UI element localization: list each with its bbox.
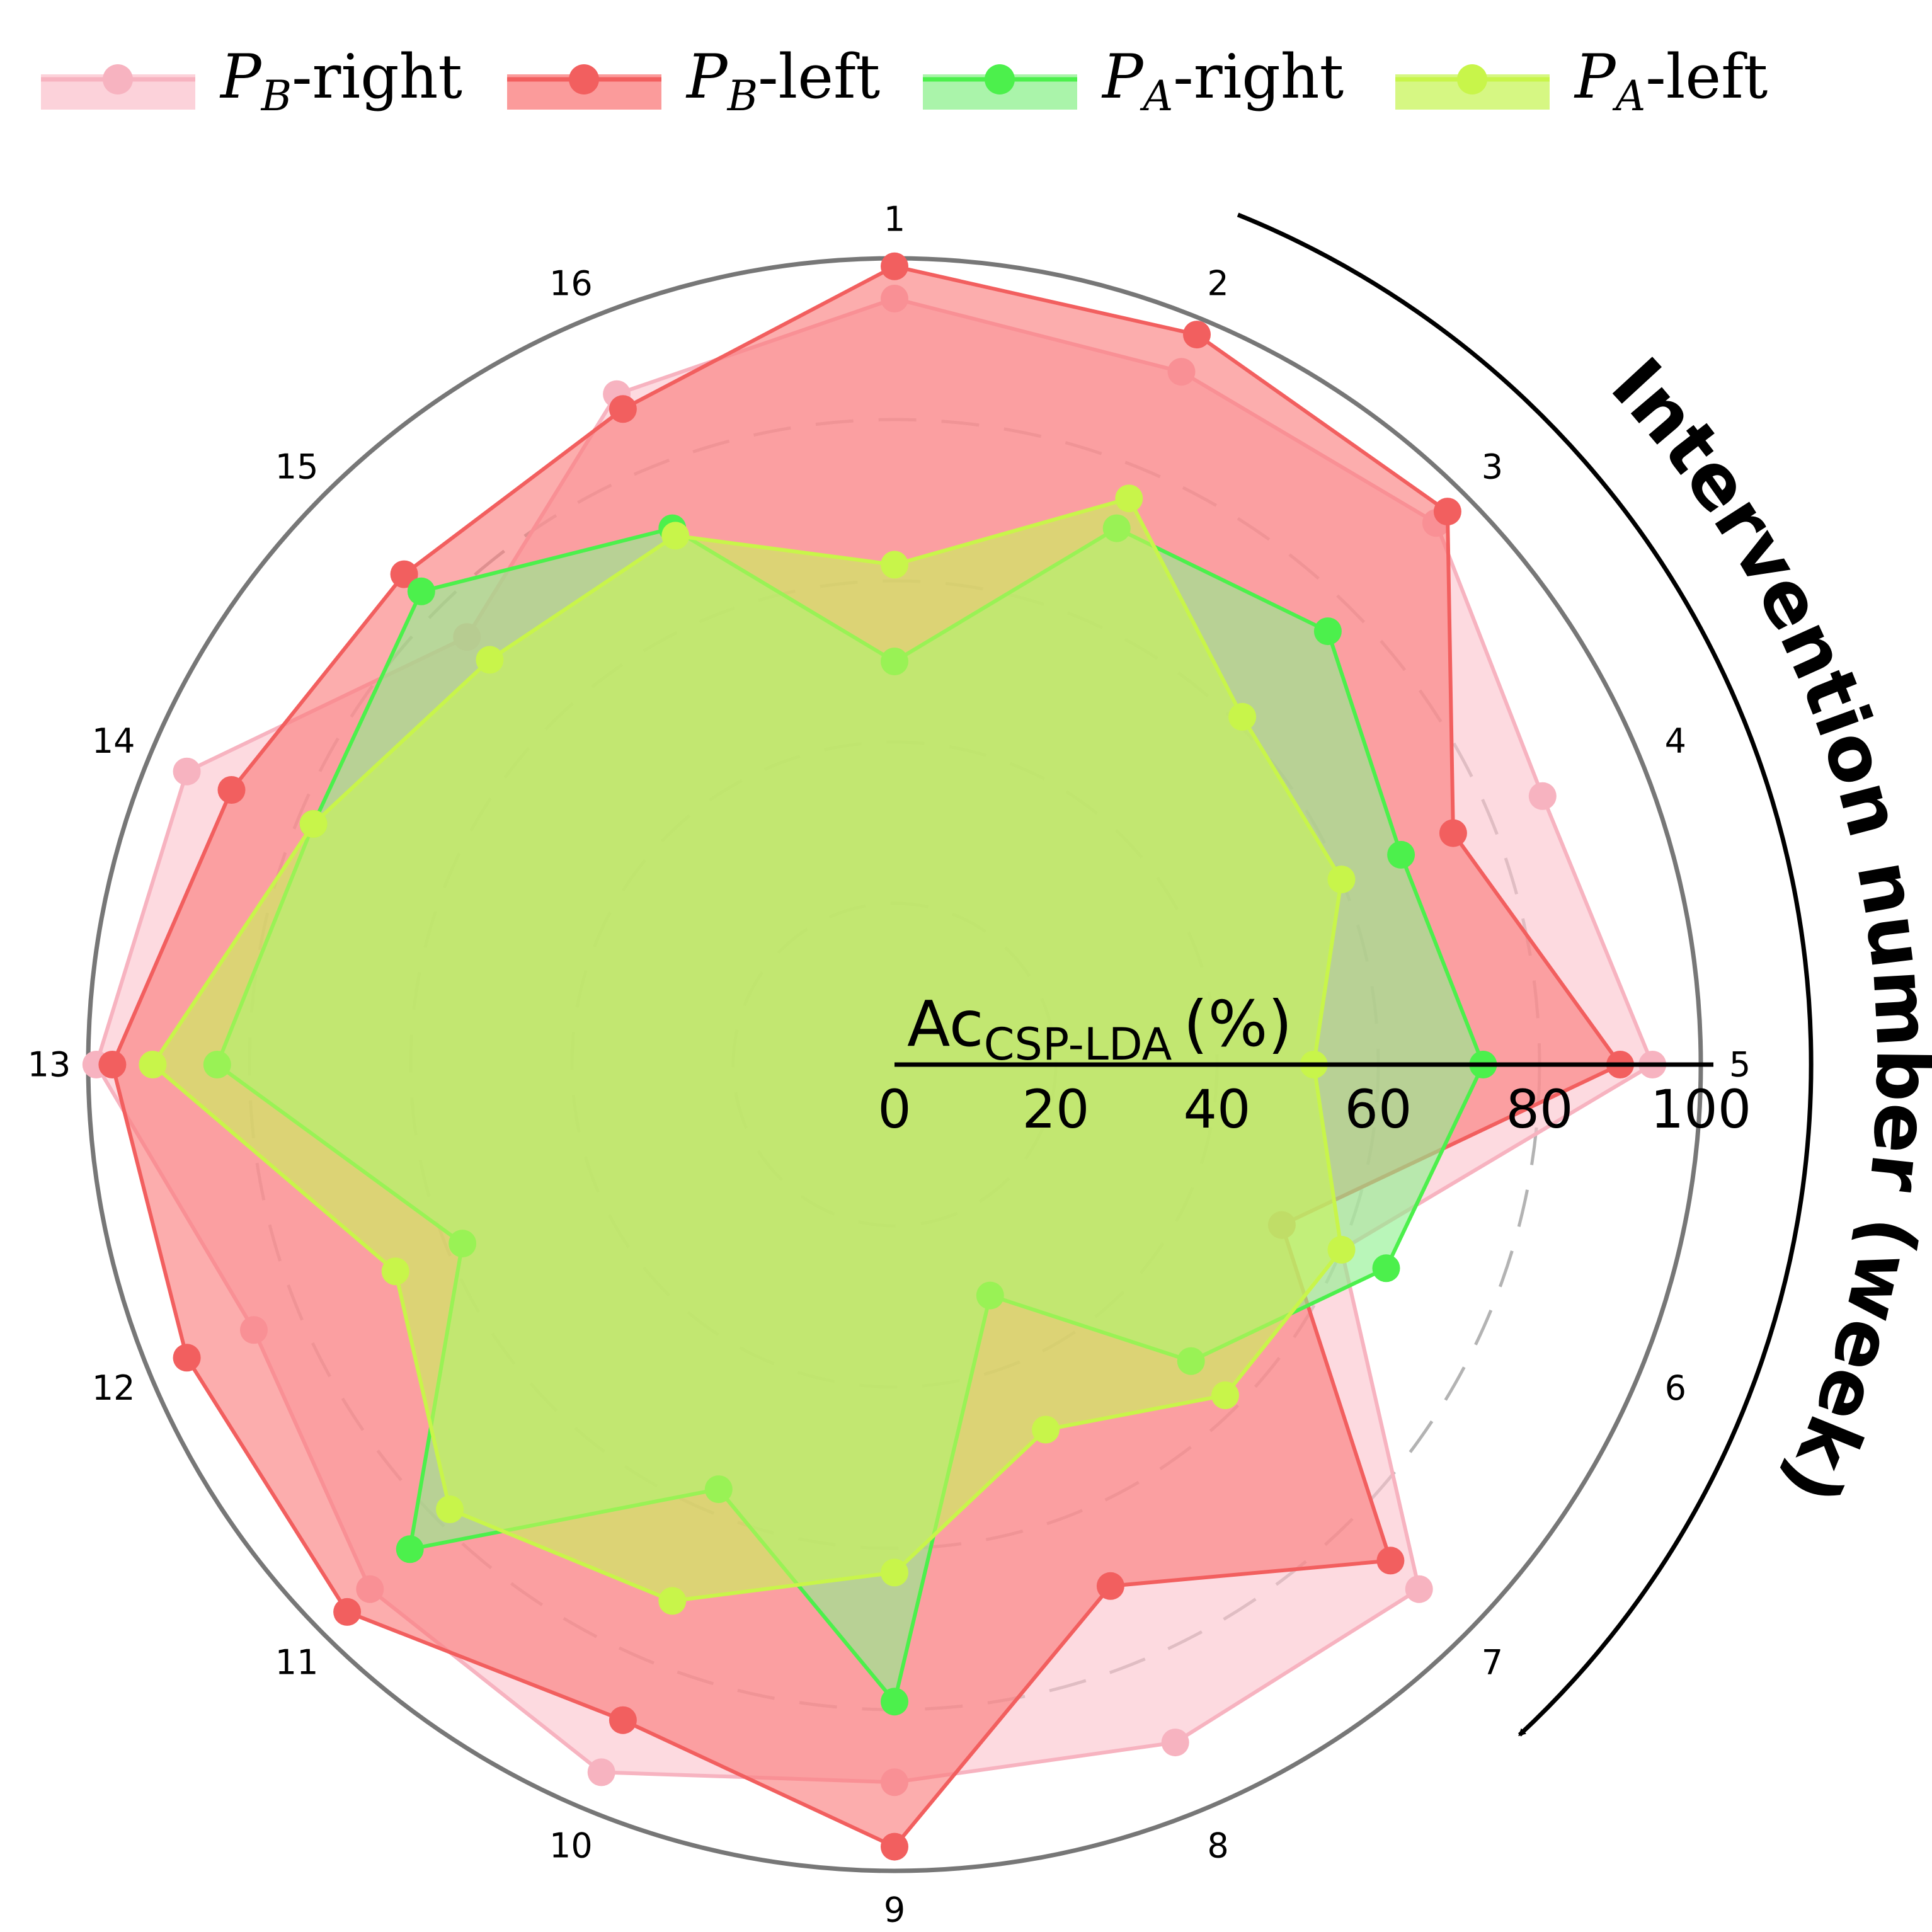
radial-tick-60: 60 — [1345, 1078, 1412, 1140]
legend-label: PB-left — [685, 42, 880, 120]
series-4-point-14 — [299, 809, 328, 838]
series-4-point-15 — [476, 646, 504, 674]
category-label-8: 8 — [1207, 1826, 1228, 1865]
series-4-point-16 — [661, 522, 690, 550]
series-2-point-10 — [609, 1706, 637, 1734]
series-4-point-7 — [1211, 1381, 1239, 1409]
series-1-point-10 — [587, 1758, 615, 1786]
legend-item-1: PB-right — [41, 42, 462, 120]
legend-marker — [103, 64, 133, 94]
series-4-point-8 — [1032, 1415, 1060, 1444]
radial-axis-label: AcCSP-LDA (%) — [907, 987, 1293, 1070]
series-2-point-1 — [881, 252, 908, 280]
legend-item-3: PA-right — [923, 42, 1344, 120]
series-2-point-8 — [1096, 1572, 1124, 1600]
series-2-point-2 — [1183, 321, 1211, 349]
category-label-7: 7 — [1482, 1642, 1503, 1682]
category-label-15: 15 — [275, 447, 319, 487]
series-3-point-11 — [396, 1535, 424, 1563]
legend-item-4: PA-left — [1395, 42, 1768, 120]
category-label-3: 3 — [1482, 447, 1503, 487]
series-4-point-11 — [436, 1495, 464, 1523]
category-label-14: 14 — [92, 721, 135, 761]
direction-arrow — [1237, 212, 1814, 1737]
series-2-point-3 — [1433, 498, 1461, 526]
series-3-point-4 — [1387, 840, 1415, 869]
series-3-point-9 — [881, 1688, 908, 1716]
series-2-point-13 — [98, 1051, 127, 1078]
series-2-point-9 — [881, 1832, 908, 1861]
series-3-point-3 — [1313, 617, 1342, 646]
series-2-point-12 — [173, 1344, 201, 1372]
category-label-1: 1 — [884, 200, 905, 239]
series-4 — [139, 484, 1356, 1615]
series-3-point-6 — [1372, 1254, 1400, 1283]
series-1-point-14 — [173, 757, 201, 786]
category-label-4: 4 — [1665, 721, 1686, 761]
series-1-point-4 — [1528, 782, 1557, 810]
legend-marker — [569, 64, 599, 94]
category-label-13: 13 — [28, 1045, 71, 1085]
series-4-point-13 — [139, 1051, 167, 1078]
series-4-point-1 — [881, 551, 908, 579]
series-4-point-12 — [381, 1257, 409, 1286]
legend-marker — [1457, 64, 1487, 94]
series-2-point-14 — [217, 776, 246, 804]
legend-item-2: PB-left — [507, 42, 880, 120]
category-label-12: 12 — [92, 1368, 135, 1408]
series-4-point-2 — [1115, 484, 1143, 513]
series-2-point-7 — [1376, 1546, 1405, 1575]
category-label-6: 6 — [1665, 1368, 1686, 1408]
legend-marker — [985, 64, 1015, 94]
radial-tick-80: 80 — [1506, 1078, 1574, 1140]
legend-label: PA-left — [1574, 42, 1768, 120]
series-4-point-3 — [1228, 702, 1257, 731]
series-3-point-15 — [407, 577, 435, 605]
series-4-point-4 — [1327, 866, 1356, 894]
series-1-point-7 — [1405, 1575, 1433, 1603]
radial-tick-20: 20 — [1022, 1078, 1090, 1140]
series-1-point-8 — [1161, 1729, 1189, 1757]
radial-tick-40: 40 — [1184, 1078, 1251, 1140]
series-2-point-16 — [609, 395, 637, 423]
radial-tick-100: 100 — [1650, 1078, 1751, 1140]
category-label-9: 9 — [884, 1890, 905, 1930]
category-label-16: 16 — [549, 264, 593, 304]
series-2-point-4 — [1439, 819, 1467, 847]
series-4-point-6 — [1327, 1235, 1356, 1264]
series-4-point-9 — [881, 1558, 908, 1587]
legend-label: PA-right — [1101, 42, 1344, 120]
category-label-5: 5 — [1729, 1045, 1751, 1085]
series-4-point-10 — [658, 1587, 687, 1615]
radial-tick-0: 0 — [877, 1078, 911, 1140]
series-2-point-11 — [333, 1598, 362, 1626]
category-label-10: 10 — [549, 1826, 593, 1865]
legend-label: PB-right — [219, 42, 462, 120]
series-2-point-15 — [390, 560, 418, 588]
category-label-11: 11 — [275, 1642, 319, 1682]
axis-title: Intervention number (week) — [1595, 341, 1932, 1516]
category-label-2: 2 — [1207, 264, 1228, 304]
